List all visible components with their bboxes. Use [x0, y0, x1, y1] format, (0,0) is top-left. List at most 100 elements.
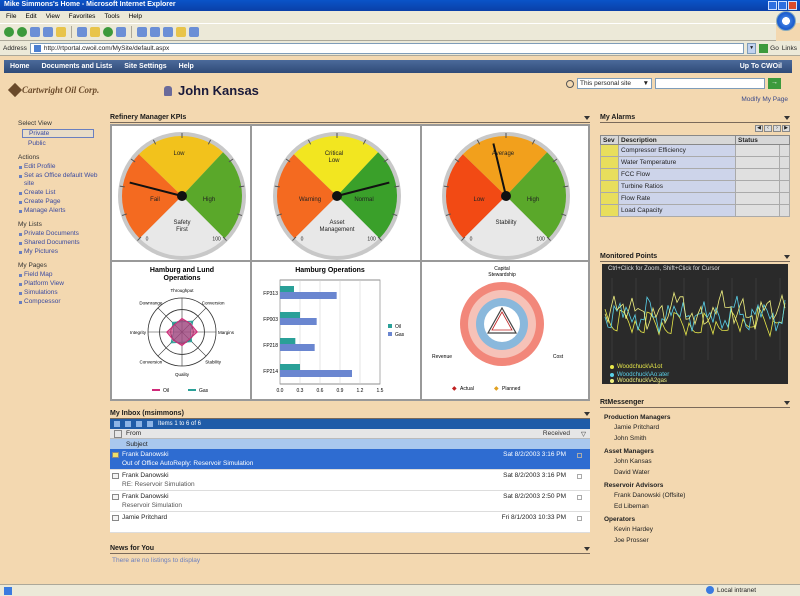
menu-favorites[interactable]: Favorites [68, 13, 96, 20]
forward-icon[interactable] [17, 27, 27, 37]
first-icon[interactable]: ◀ [755, 125, 763, 132]
messenger-contact[interactable]: Kevin Hardey [614, 526, 654, 533]
manage-alerts-link[interactable]: Manage Alerts [18, 207, 104, 215]
messenger-contact[interactable]: Joe Prosser [614, 537, 649, 544]
alarm-action-button[interactable] [779, 204, 790, 217]
table-row[interactable]: Frank Danowski Reservoir Simulation Sat 8/… [110, 491, 590, 512]
last-icon[interactable]: ▶ [782, 125, 790, 132]
table-row[interactable]: Jamie Pritchard Fri 8/1/2003 10:33 PM [110, 512, 590, 533]
table-row[interactable]: Frank Danowski Out of Office AutoReply: R… [110, 449, 590, 470]
table-row[interactable]: Compressor Efficiency [600, 144, 790, 157]
refresh-icon[interactable] [43, 27, 53, 37]
search-icon[interactable] [77, 27, 87, 37]
favorites-icon[interactable] [90, 27, 100, 37]
media-icon[interactable] [103, 27, 113, 37]
flag-icon[interactable] [577, 453, 582, 458]
alarm-action-button[interactable] [779, 180, 790, 193]
messenger-contact[interactable]: Ed Libeman [614, 503, 649, 510]
flag-icon[interactable] [577, 474, 582, 479]
last-page-icon[interactable] [147, 421, 153, 427]
webpart-menu-icon[interactable] [784, 400, 790, 405]
messenger-icon[interactable] [189, 27, 199, 37]
create-page-link[interactable]: Create Page [18, 198, 104, 206]
messenger-contact[interactable]: John Smith [614, 435, 647, 442]
back-icon[interactable] [4, 27, 14, 37]
webpart-menu-icon[interactable] [784, 115, 790, 120]
menu-view[interactable]: View [45, 13, 60, 20]
table-row[interactable]: Flow Rate [600, 192, 790, 205]
alarm-action-button[interactable] [779, 156, 790, 169]
col-from[interactable]: From [126, 430, 142, 437]
nav-documents-and-lists[interactable]: Documents and Lists [41, 63, 113, 70]
set-default-site-link[interactable]: Set as Office default Web site [18, 172, 98, 188]
table-row[interactable]: Load Capacity [600, 204, 790, 217]
compcessor-link[interactable]: Compcessor [18, 298, 104, 306]
history-icon[interactable] [116, 27, 126, 37]
col-status[interactable]: Status [735, 135, 790, 145]
edit-icon[interactable] [163, 27, 173, 37]
col-received[interactable]: Received [542, 430, 570, 437]
view-public[interactable]: Public [28, 140, 46, 147]
webpart-menu-icon[interactable] [584, 115, 590, 120]
menu-file[interactable]: File [6, 13, 17, 20]
alarm-action-button[interactable] [779, 144, 790, 157]
flag-icon[interactable] [577, 516, 582, 521]
webpart-menu-icon[interactable] [584, 546, 590, 551]
stop-icon[interactable] [30, 27, 40, 37]
private-documents-link[interactable]: Private Documents [18, 230, 82, 238]
webpart-menu-icon[interactable] [784, 254, 790, 259]
webpart-menu-icon[interactable] [584, 411, 590, 416]
messenger-contact[interactable]: Jamie Pritchard [614, 424, 660, 431]
create-list-link[interactable]: Create List [18, 189, 104, 197]
alarm-action-button[interactable] [779, 192, 790, 205]
my-pictures-link[interactable]: My Pictures [18, 248, 104, 256]
address-input[interactable]: http://rtportal.cwoil.com/MySite/default… [29, 42, 745, 54]
next-page-icon[interactable] [136, 421, 142, 427]
address-dropdown[interactable]: ▼ [747, 42, 757, 54]
next-icon[interactable]: › [773, 125, 781, 132]
nav-up-to-cwoil[interactable]: Up To CWOil [739, 63, 782, 70]
mail-icon[interactable] [137, 27, 147, 37]
menu-edit[interactable]: Edit [25, 13, 37, 20]
search-go-button[interactable]: → [768, 78, 781, 89]
go-button[interactable]: Go [759, 43, 779, 53]
trend-plot[interactable]: Ctrl+Click for Zoom, Shift+Click for Cur… [602, 264, 788, 384]
messenger-contact[interactable]: David Water [614, 469, 650, 476]
discuss-icon[interactable] [176, 27, 186, 37]
platform-view-link[interactable]: Platform View [18, 280, 104, 288]
field-map-link[interactable]: Field Map [18, 271, 104, 279]
messenger-contact[interactable]: John Kansas [614, 458, 652, 465]
menu-help[interactable]: Help [128, 13, 142, 20]
first-page-icon[interactable] [114, 421, 120, 427]
alarm-action-button[interactable] [779, 168, 790, 181]
print-icon[interactable] [150, 27, 160, 37]
menu-tools[interactable]: Tools [104, 13, 120, 20]
nav-help[interactable]: Help [178, 63, 194, 70]
search-scope-select[interactable]: This personal site ▼ [577, 78, 652, 89]
prev-icon[interactable]: ‹ [764, 125, 772, 132]
flag-icon[interactable] [577, 495, 582, 500]
col-sev[interactable]: Sev [600, 135, 619, 145]
table-row[interactable]: Water Temperature [600, 156, 790, 169]
edit-profile-link[interactable]: Edit Profile [18, 163, 104, 171]
table-row[interactable]: Frank Danowski RE: Reservoir Simulation Sa… [110, 470, 590, 491]
table-row[interactable]: FCC Flow [600, 168, 790, 181]
col-description[interactable]: Description [618, 135, 736, 145]
filter-icon[interactable]: ▽ [581, 430, 586, 438]
search-input[interactable] [655, 78, 765, 89]
simulations-link[interactable]: Simulations [18, 289, 104, 297]
nav-home[interactable]: Home [10, 63, 30, 70]
nav-site-settings[interactable]: Site Settings [124, 63, 167, 70]
home-icon[interactable] [56, 27, 66, 37]
links-button[interactable]: Links [781, 44, 797, 52]
maximize-button[interactable] [778, 1, 787, 10]
col-subject[interactable]: Subject [126, 440, 148, 448]
view-private[interactable]: Private [22, 129, 94, 138]
modify-my-page-link[interactable]: Modify My Page [741, 96, 788, 103]
shared-documents-link[interactable]: Shared Documents [18, 239, 82, 247]
table-row[interactable]: Turbine Ratios [600, 180, 790, 193]
prev-page-icon[interactable] [125, 421, 131, 427]
minimize-button[interactable] [768, 1, 777, 10]
close-button[interactable] [788, 1, 797, 10]
messenger-contact[interactable]: Frank Danowski (Offsite) [614, 492, 686, 499]
